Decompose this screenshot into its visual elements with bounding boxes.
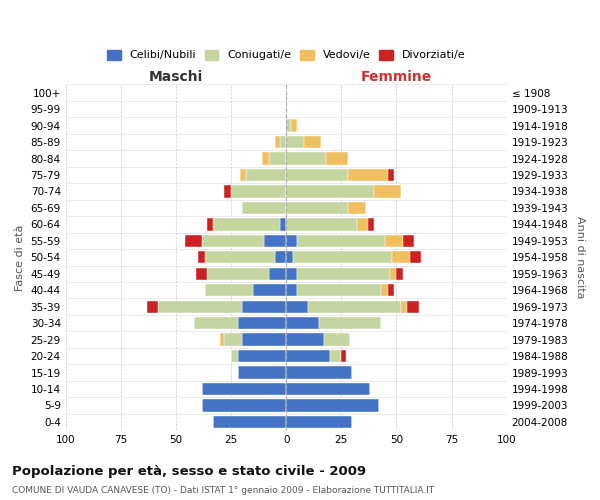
Bar <box>196 268 207 280</box>
Text: Maschi: Maschi <box>149 70 203 85</box>
Y-axis label: Fasce di età: Fasce di età <box>15 224 25 290</box>
Bar <box>286 383 370 395</box>
Bar <box>264 234 286 247</box>
Bar <box>194 317 238 330</box>
Bar <box>388 169 394 181</box>
Bar <box>286 317 319 330</box>
Bar <box>262 152 269 164</box>
Bar <box>224 186 231 198</box>
Bar <box>214 218 280 230</box>
Bar <box>275 136 280 148</box>
Bar <box>242 334 286 346</box>
Bar <box>207 268 269 280</box>
Bar <box>381 284 388 296</box>
Legend: Celibi/Nubili, Coniugati/e, Vedovi/e, Divorziati/e: Celibi/Nubili, Coniugati/e, Vedovi/e, Di… <box>103 45 469 65</box>
Bar <box>147 300 158 313</box>
Y-axis label: Anni di nascita: Anni di nascita <box>575 216 585 298</box>
Bar <box>286 284 297 296</box>
Bar <box>348 169 388 181</box>
Bar <box>401 300 407 313</box>
Bar <box>286 400 379 411</box>
Bar <box>357 218 368 230</box>
Bar <box>202 383 286 395</box>
Bar <box>308 300 401 313</box>
Bar <box>247 169 286 181</box>
Bar <box>286 218 357 230</box>
Bar <box>220 334 224 346</box>
Bar <box>205 251 275 264</box>
Bar <box>286 234 297 247</box>
Bar <box>286 169 348 181</box>
Bar <box>242 202 286 214</box>
Bar <box>286 202 348 214</box>
Bar <box>286 186 374 198</box>
Bar <box>286 268 297 280</box>
Bar <box>397 268 403 280</box>
Bar <box>323 334 350 346</box>
Bar <box>240 169 247 181</box>
Bar <box>319 317 381 330</box>
Bar <box>202 400 286 411</box>
Bar <box>368 218 374 230</box>
Bar <box>385 234 403 247</box>
Bar <box>304 136 322 148</box>
Bar <box>297 234 385 247</box>
Bar <box>231 186 286 198</box>
Bar <box>348 202 365 214</box>
Bar <box>286 251 293 264</box>
Bar <box>293 251 392 264</box>
Bar <box>158 300 242 313</box>
Bar <box>374 186 401 198</box>
Bar <box>297 268 390 280</box>
Bar <box>286 300 308 313</box>
Bar <box>269 152 286 164</box>
Bar <box>275 251 286 264</box>
Bar <box>286 334 323 346</box>
Text: Popolazione per età, sesso e stato civile - 2009: Popolazione per età, sesso e stato civil… <box>12 464 366 477</box>
Bar <box>202 234 264 247</box>
Bar <box>410 251 421 264</box>
Bar <box>403 234 414 247</box>
Bar <box>238 366 286 378</box>
Bar <box>185 234 202 247</box>
Bar <box>286 416 352 428</box>
Bar <box>231 350 238 362</box>
Bar <box>214 416 286 428</box>
Bar <box>238 317 286 330</box>
Bar <box>205 284 253 296</box>
Bar <box>341 350 346 362</box>
Bar <box>388 284 394 296</box>
Bar <box>286 120 290 132</box>
Bar <box>297 284 381 296</box>
Bar <box>290 120 297 132</box>
Bar <box>286 136 304 148</box>
Bar <box>280 218 286 230</box>
Bar <box>331 350 341 362</box>
Bar <box>269 268 286 280</box>
Bar <box>253 284 286 296</box>
Bar <box>198 251 205 264</box>
Bar <box>286 350 331 362</box>
Bar <box>242 300 286 313</box>
Bar <box>390 268 397 280</box>
Bar <box>286 152 326 164</box>
Bar <box>280 136 286 148</box>
Text: Femmine: Femmine <box>361 70 432 85</box>
Bar <box>224 334 242 346</box>
Bar <box>392 251 410 264</box>
Bar <box>238 350 286 362</box>
Bar <box>207 218 214 230</box>
Text: COMUNE DI VAUDA CANAVESE (TO) - Dati ISTAT 1° gennaio 2009 - Elaborazione TUTTIT: COMUNE DI VAUDA CANAVESE (TO) - Dati IST… <box>12 486 434 495</box>
Bar <box>326 152 348 164</box>
Bar <box>407 300 419 313</box>
Bar <box>286 366 352 378</box>
